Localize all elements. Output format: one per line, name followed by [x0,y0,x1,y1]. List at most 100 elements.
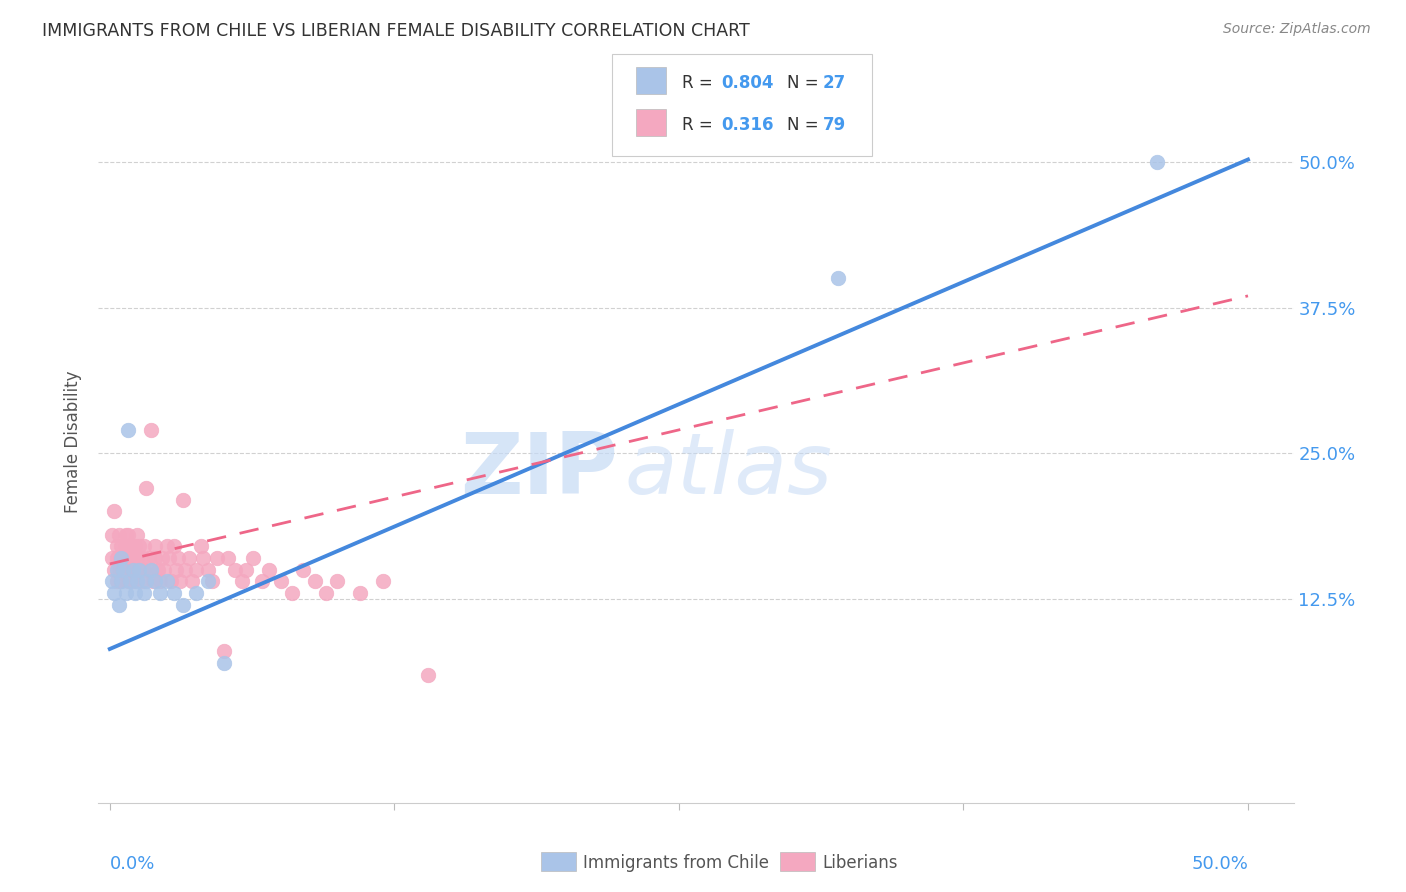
Point [201,574,224,589]
Point [139,563,162,577]
Point [224,563,246,577]
Text: Source: ZipAtlas.com: Source: ZipAtlas.com [1223,22,1371,37]
Point [112,551,135,566]
Point [212,644,235,658]
Point [131,551,153,566]
Text: 0.316: 0.316 [721,116,773,134]
Point [418,667,440,681]
Point [108,528,131,542]
Point [235,563,257,577]
Point [127,528,149,542]
Text: R =: R = [682,116,723,134]
Point [143,551,166,566]
Point [117,551,139,566]
Point [146,563,169,577]
Point [150,551,173,566]
Point [212,656,235,670]
Point [157,551,180,566]
Point [135,574,157,589]
Point [114,540,136,554]
Point [105,563,128,577]
Point [349,586,371,600]
Point [326,574,349,589]
Point [101,528,124,542]
Point [172,492,194,507]
Point [156,540,179,554]
Point [131,574,153,589]
Point [110,551,132,566]
Point [112,563,135,577]
Point [174,563,197,577]
Point [162,540,184,554]
Point [135,481,157,495]
Point [132,563,155,577]
Point [191,551,214,566]
Point [186,586,208,600]
Point [121,551,143,566]
Point [110,574,132,589]
Point [120,540,142,554]
Point [149,586,172,600]
Point [315,586,337,600]
Point [190,540,212,554]
Point [114,528,136,542]
Point [143,574,166,589]
Text: Immigrants from Chile: Immigrants from Chile [583,855,769,872]
Point [197,574,219,589]
Point [172,598,194,612]
Point [121,574,143,589]
Point [1146,154,1168,169]
Text: 0.804: 0.804 [721,74,773,92]
Point [304,574,326,589]
Point [120,563,142,577]
Text: 0.0%: 0.0% [110,855,155,872]
Point [108,598,131,612]
Point [124,563,146,577]
Point [270,574,292,589]
Point [112,563,135,577]
Point [103,504,125,518]
Point [105,540,128,554]
Point [167,551,190,566]
Point [105,574,128,589]
Point [165,563,187,577]
Point [257,563,280,577]
Point [156,574,179,589]
Text: ZIP: ZIP [461,429,619,512]
Point [124,586,146,600]
Point [128,563,150,577]
Point [149,574,172,589]
Text: 50.0%: 50.0% [1191,855,1249,872]
Point [108,563,131,577]
Point [128,540,150,554]
Point [371,574,394,589]
Point [101,551,124,566]
Text: Liberians: Liberians [823,855,898,872]
Point [139,563,162,577]
Text: R =: R = [682,74,718,92]
Point [103,586,125,600]
Point [139,423,162,437]
Point [231,574,253,589]
Point [292,563,315,577]
Point [124,540,146,554]
Point [142,574,165,589]
Text: N =: N = [787,74,824,92]
Point [827,271,849,285]
Point [117,574,139,589]
Point [217,551,239,566]
Point [162,586,184,600]
Point [132,540,155,554]
Point [127,574,149,589]
Point [160,574,183,589]
Point [242,551,264,566]
Point [120,574,142,589]
Point [252,574,274,589]
Point [180,574,202,589]
Point [110,551,132,566]
Point [138,551,160,566]
Point [179,551,201,566]
Point [105,551,128,566]
Point [153,563,176,577]
Text: N =: N = [787,116,824,134]
